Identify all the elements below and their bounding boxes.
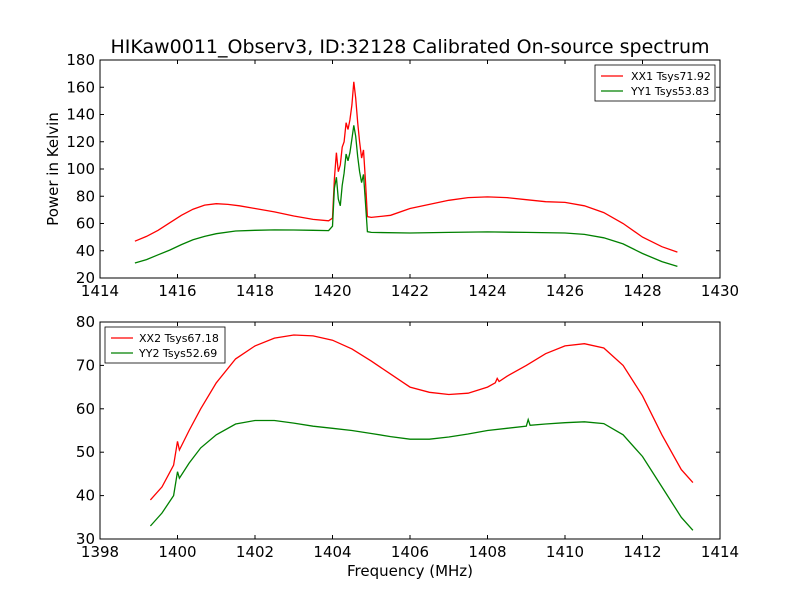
y-tick-label: 180 <box>66 51 95 69</box>
x-tick-label: 1420 <box>313 282 351 300</box>
x-tick-label: 1406 <box>391 543 429 561</box>
x-tick-label: 1418 <box>236 282 274 300</box>
legend-box <box>104 326 226 364</box>
x-tick-label: 1416 <box>158 282 196 300</box>
x-tick-label: 1410 <box>546 543 584 561</box>
y-tick-label: 20 <box>76 269 95 287</box>
x-tick-label: 1424 <box>468 282 506 300</box>
series-line-xx <box>149 334 694 501</box>
series-line-yy <box>149 417 694 531</box>
y-tick-label: 30 <box>76 530 95 548</box>
y-tick-label: 80 <box>76 313 95 331</box>
y-tick-label: 140 <box>66 106 95 124</box>
x-tick-label: 1414 <box>81 282 119 300</box>
x-tick-label: 1428 <box>623 282 661 300</box>
x-tick-label: 1430 <box>701 282 739 300</box>
x-axis-label: Frequency (MHz) <box>347 562 473 580</box>
bottom-spectrum-panel: 1398 1400 1402 1404 1406 1408 1410 1412 1414 30 40… <box>76 313 739 580</box>
x-tick-label: 1404 <box>313 543 351 561</box>
legend-entry: YY1 Tsys53.83 <box>630 85 709 98</box>
legend-entry: XX1 Tsys71.92 <box>631 70 711 83</box>
x-tick-label: 1426 <box>546 282 584 300</box>
legend: XX2 Tsys67.18 YY2 Tsys52.69 <box>104 326 226 364</box>
y-tick-label: 70 <box>76 356 95 374</box>
chart-title: HIKaw0011_Observ3, ID:32128 Calibrated O… <box>110 36 709 58</box>
x-tick-label: 1398 <box>81 543 119 561</box>
series-line-xx <box>134 81 678 253</box>
y-tick-label: 50 <box>76 443 95 461</box>
x-tick-label: 1402 <box>236 543 274 561</box>
legend-entry: XX2 Tsys67.18 <box>139 332 219 345</box>
y-tick-label: 100 <box>66 160 95 178</box>
y-tick-label: 120 <box>66 133 95 151</box>
x-tick-label: 1400 <box>158 543 196 561</box>
x-tick-label: 1414 <box>701 543 739 561</box>
x-tick-label: 1422 <box>391 282 429 300</box>
y-tick-label: 60 <box>76 400 95 418</box>
top-spectrum-panel: 1414 1416 1418 1420 1422 1424 1426 1428 1430 20 40… <box>44 51 739 300</box>
x-tick-label: 1412 <box>623 543 661 561</box>
legend-box <box>594 64 716 102</box>
y-tick-label: 40 <box>76 487 95 505</box>
y-tick-label: 40 <box>76 242 95 260</box>
y-tick-label: 60 <box>76 215 95 233</box>
series-line-yy <box>134 125 678 268</box>
y-tick-label: 160 <box>66 78 95 96</box>
y-axis-label: Power in Kelvin <box>44 112 62 226</box>
x-tick-label: 1408 <box>468 543 506 561</box>
y-tick-label: 80 <box>76 187 95 205</box>
legend: XX1 Tsys71.92 YY1 Tsys53.83 <box>594 64 716 102</box>
legend-entry: YY2 Tsys52.69 <box>138 347 217 360</box>
